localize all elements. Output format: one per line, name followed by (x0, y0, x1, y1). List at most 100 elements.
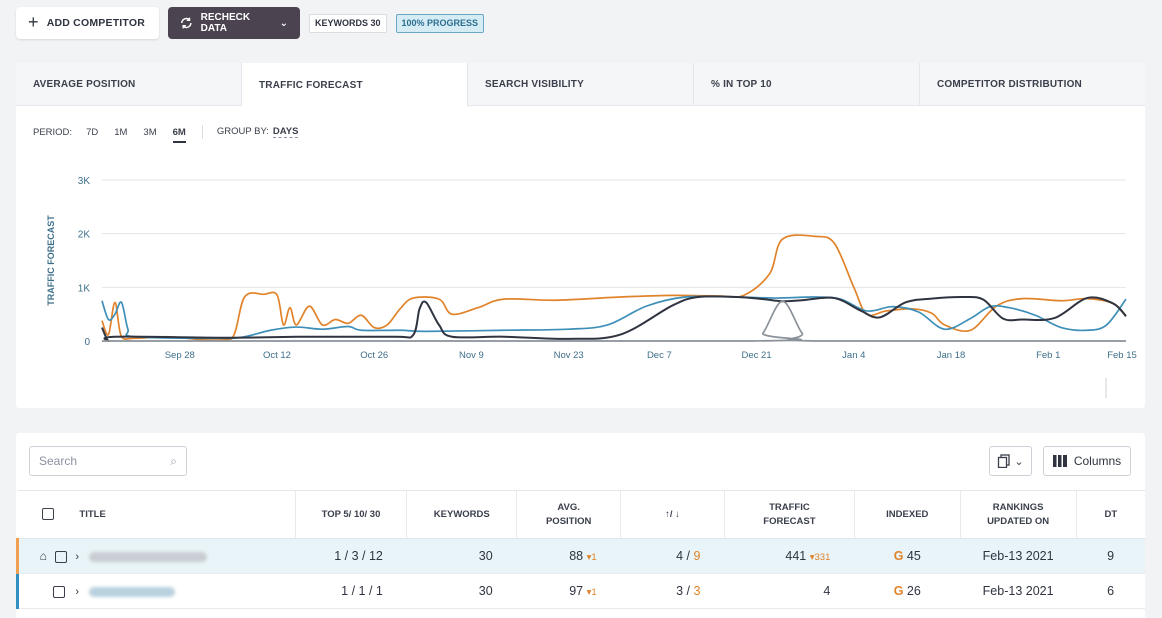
y-tick-label: 0 (84, 337, 90, 348)
tab-search-visibility[interactable]: SEARCH VISIBILITY (468, 63, 694, 105)
col-title[interactable]: TITLE (79, 490, 296, 539)
row-traffic: 4 (724, 573, 855, 609)
copy-button[interactable]: ⌄ (989, 446, 1032, 476)
x-tick-label: Oct 26 (360, 350, 388, 361)
table-row[interactable]: › 1 / 1 / 1 30 97 ▾1 3 / 3 4 G 26 Feb-13… (16, 573, 1145, 609)
recheck-data-button[interactable]: RECHECK DATA ⌄ (168, 7, 300, 39)
group-by-select[interactable]: DAYS (272, 126, 299, 138)
down-value: 9 (693, 549, 701, 563)
columns-icon (1052, 455, 1067, 467)
x-tick-label: Dec 7 (647, 350, 672, 361)
search-input[interactable]: Search ⌕ (29, 446, 187, 476)
x-tick-label: Sep 28 (165, 350, 195, 361)
row-up-down: 4 / 9 (620, 538, 725, 574)
tab-average-position[interactable]: AVERAGE POSITION (16, 63, 242, 105)
chevron-down-icon: ⌄ (279, 17, 288, 29)
x-tick-label: Feb 1 (1036, 350, 1060, 361)
row-controls (16, 573, 80, 609)
indexed-value: 45 (906, 549, 921, 563)
period-3m[interactable]: 3M (143, 126, 157, 138)
tab-in-top-10[interactable]: % IN TOP 10 (694, 63, 920, 105)
x-tick-label: Nov 9 (459, 350, 484, 361)
home-icon: ⌂ (39, 549, 47, 563)
period-1m[interactable]: 1M (114, 126, 128, 138)
add-competitor-button[interactable]: + ADD COMPETITOR (16, 7, 159, 39)
row-top: 1 / 3 / 12 (295, 538, 407, 574)
up-value: 4 (676, 549, 684, 563)
col-traffic-forecast[interactable]: TRAFFIC FORECAST (724, 490, 855, 539)
refresh-icon (181, 17, 192, 29)
x-tick-label: Oct 12 (263, 350, 291, 361)
x-tick-label: Jan 18 (937, 350, 966, 361)
period-label: PERIOD: (33, 126, 73, 138)
row-title[interactable]: › (75, 538, 296, 574)
group-by-label: GROUP BY: (216, 126, 269, 137)
row-checkbox[interactable] (54, 550, 67, 563)
row-checkbox[interactable] (53, 585, 66, 598)
plus-icon: + (28, 12, 39, 32)
competitors-table: TITLE TOP 5/ 10/ 30 KEYWORDS AVG. POSITI… (16, 490, 1145, 609)
traffic-change: ▾331 (809, 552, 831, 563)
indexed-value: 26 (906, 584, 921, 598)
x-tick-label: Jan 4 (842, 350, 865, 361)
period-6m[interactable]: 6M (172, 126, 187, 143)
x-tick-label: Nov 23 (554, 350, 584, 361)
x-tick-label: Dec 21 (742, 350, 772, 361)
avg-change: ▾1 (586, 587, 597, 598)
select-all-checkbox[interactable] (42, 507, 55, 520)
toolbar: + ADD COMPETITOR RECHECK DATA ⌄ KEYWORDS… (16, 7, 485, 39)
blurred-site-name (88, 551, 207, 562)
row-dt: 6 (1076, 573, 1145, 609)
period-selector: PERIOD: 7D 1M 3M 6M GROUP BY: DAYS (33, 125, 299, 143)
row-dt: 9 (1076, 538, 1145, 574)
table-row[interactable]: ⌂ › 1 / 3 / 12 30 88 ▾1 4 / 9 441 ▾331 G… (16, 538, 1145, 574)
copy-icon (998, 454, 1011, 468)
avg-change: ▾1 (586, 552, 597, 563)
series-line-gray (102, 300, 1126, 342)
y-axis-label: TRAFFIC FORECAST (46, 215, 56, 306)
col-top[interactable]: TOP 5/ 10/ 30 (295, 490, 408, 539)
progress-badge: 100% PROGRESS (395, 13, 485, 33)
col-dt[interactable]: DT (1076, 490, 1145, 539)
competitors-table-panel: Search ⌕ ⌄ Columns TITLE TOP 5/ 10/ 30 K… (16, 433, 1145, 618)
row-controls: ⌂ (16, 538, 80, 574)
google-icon: G (893, 549, 904, 563)
add-competitor-label: ADD COMPETITOR (46, 17, 145, 29)
row-keywords: 30 (406, 538, 517, 574)
row-keywords: 30 (406, 573, 517, 609)
col-rankings-updated[interactable]: RANKINGS UPDATED ON (960, 490, 1077, 539)
row-avg-position: 88 ▾1 (516, 538, 621, 574)
col-keywords[interactable]: KEYWORDS (406, 490, 518, 539)
row-updated: Feb-13 2021 (960, 538, 1077, 574)
recheck-data-label: RECHECK DATA (200, 12, 251, 34)
columns-button[interactable]: Columns (1043, 446, 1131, 476)
col-indexed[interactable]: INDEXED (854, 490, 961, 539)
chevron-down-icon: ⌄ (1014, 455, 1024, 468)
row-updated: Feb-13 2021 (960, 573, 1077, 609)
expand-chevron-icon[interactable]: › (75, 586, 80, 598)
x-tick-label: Feb 15 (1107, 350, 1137, 361)
search-placeholder: Search (39, 454, 78, 468)
columns-label: Columns (1073, 454, 1122, 468)
row-indexed: G 45 (854, 538, 961, 574)
expand-chevron-icon[interactable]: › (75, 551, 80, 563)
keywords-badge: KEYWORDS 30 (309, 13, 387, 33)
down-value: 3 (693, 584, 701, 598)
y-tick-label: 1K (78, 283, 91, 294)
period-7d[interactable]: 7D (86, 126, 99, 138)
row-traffic: 441 ▾331 (724, 538, 855, 574)
row-title[interactable]: › (75, 573, 296, 609)
col-up-down[interactable]: ↑/ ↓ (620, 490, 725, 539)
series-line-dark (101, 295, 1127, 342)
blurred-site-name (88, 586, 175, 597)
series-line-orange (101, 234, 1127, 342)
avg-value: 97 (569, 584, 584, 598)
traffic-value: 4 (823, 584, 831, 598)
row-indexed: G 26 (854, 573, 961, 609)
row-top: 1 / 1 / 1 (295, 573, 407, 609)
col-avg-position[interactable]: AVG. POSITION (516, 490, 622, 539)
tab-traffic-forecast[interactable]: TRAFFIC FORECAST (242, 63, 468, 107)
tab-competitor-distribution[interactable]: COMPETITOR DISTRIBUTION (937, 78, 1082, 90)
google-icon: G (893, 584, 904, 598)
table-header-row: TITLE TOP 5/ 10/ 30 KEYWORDS AVG. POSITI… (17, 490, 1145, 539)
